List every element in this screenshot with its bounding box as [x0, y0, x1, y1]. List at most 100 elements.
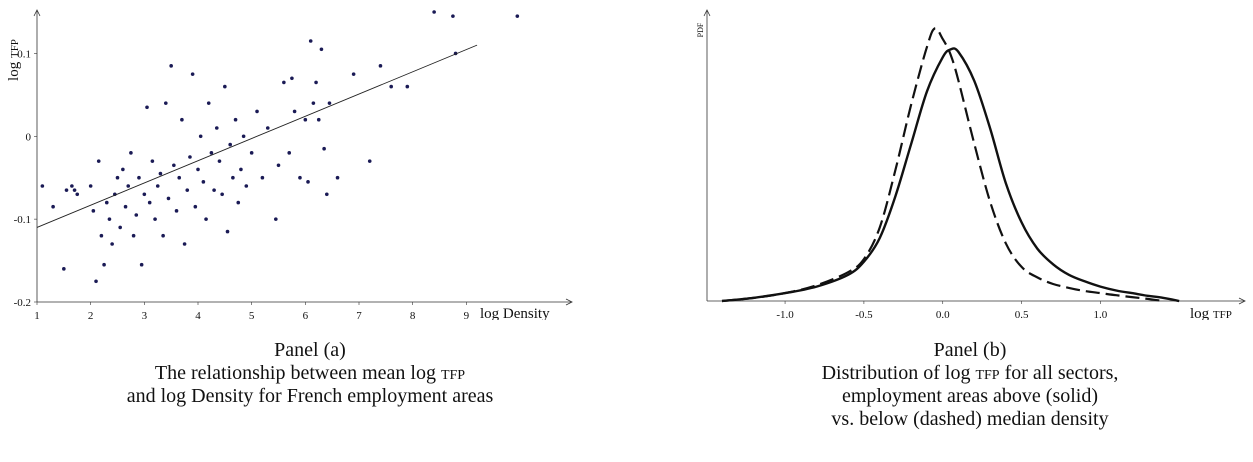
scatter-point — [515, 14, 520, 18]
scatter-point — [123, 204, 128, 209]
scatter-point — [217, 159, 222, 163]
scatter-point — [94, 279, 98, 284]
scatter-point — [107, 217, 112, 221]
scatter-point — [150, 159, 155, 163]
scatter-point — [322, 146, 326, 151]
scatter-point — [129, 151, 133, 155]
scatter-point — [327, 101, 332, 105]
scatter-point — [193, 204, 198, 209]
scatter-point — [367, 159, 372, 163]
scatter-point — [432, 10, 436, 14]
scatter-point — [166, 196, 171, 201]
panel-b-x-tick-label: 0.5 — [1015, 309, 1029, 320]
scatter-point — [121, 167, 125, 172]
scatter-point — [102, 262, 106, 267]
panel-a-y-tick-label: 0 — [26, 131, 32, 143]
scatter-point — [147, 200, 152, 205]
figure-canvas: 1 2 3 4 5 6 7 8 9 -0.2 -0.1 0 0.1 log tfp log Densit… — [6, 9, 1246, 320]
panel-a-x-tick-label: 8 — [410, 310, 416, 320]
scatter-point — [276, 163, 281, 168]
panel-b-caption-line1: Distribution of log tfp for all sectors, — [821, 362, 1119, 384]
panel-a-points — [40, 10, 520, 284]
scatter-point — [214, 126, 219, 130]
panel-b-axes: -1.0 -0.5 0.0 0.5 1.0 — [703, 9, 1246, 320]
density-curve-solid — [721, 47, 1180, 303]
panel-a-x-tick-label: 5 — [249, 310, 255, 320]
scatter-point — [239, 167, 243, 172]
scatter-point — [308, 39, 313, 43]
scatter-point — [126, 184, 131, 188]
scatter-point — [174, 209, 179, 213]
panel-b-x-tick-label: -0.5 — [855, 309, 873, 320]
scatter-point — [378, 64, 383, 68]
scatter-point — [196, 167, 200, 172]
panel-a-caption-line1: The relationship between mean log tfp — [154, 362, 466, 384]
panel-a-x-axis-label: log Density — [480, 306, 550, 320]
scatter-point — [161, 233, 165, 238]
scatter-point — [110, 242, 114, 246]
scatter-point — [153, 217, 157, 221]
scatter-point — [451, 14, 455, 18]
scatter-point — [209, 151, 214, 155]
scatter-point — [115, 175, 120, 180]
scatter-point — [169, 64, 173, 68]
panel-a-y-arrow — [33, 9, 41, 17]
scatter-point — [88, 184, 93, 188]
panel-a-y-tick-label: 0.1 — [17, 48, 31, 60]
panel-b-caption-line3: vs. below (dashed) median density — [831, 408, 1109, 430]
regression-line — [36, 44, 478, 228]
scatter-point — [182, 242, 187, 246]
scatter-point — [99, 233, 104, 238]
scatter-point — [311, 101, 316, 105]
scatter-point — [306, 180, 310, 184]
scatter-point — [72, 188, 77, 192]
scatter-point — [225, 229, 230, 234]
panel-b-label: Panel (b) — [933, 339, 1007, 361]
scatter-point — [70, 184, 74, 188]
panel-a-y-axis-label: log tfp — [6, 39, 22, 81]
scatter-point — [40, 184, 45, 188]
panel-a-x-tick-label: 4 — [195, 310, 201, 320]
panel-b-y-arrow — [703, 9, 711, 17]
panel-a-label: Panel (a) — [274, 339, 346, 361]
panel-a-caption-line2: and log Density for French employment ar… — [126, 385, 494, 407]
scatter-point — [223, 84, 227, 89]
scatter-point — [292, 109, 297, 114]
scatter-point — [201, 180, 206, 184]
scatter-point — [118, 225, 122, 230]
panel-a-caption: Panel (a) The relationship between mean … — [100, 339, 520, 408]
scatter-point — [314, 80, 318, 85]
scatter-point — [298, 175, 302, 180]
scatter-point — [190, 72, 195, 76]
panel-b-caption-line2: employment areas above (solid) — [841, 385, 1099, 407]
panel-a-scatter-plot: 1 2 3 4 5 6 7 8 9 -0.2 -0.1 0 0.1 log tfp log Densit… — [6, 9, 573, 320]
scatter-point — [405, 84, 410, 89]
scatter-point — [164, 101, 168, 105]
scatter-point — [265, 126, 270, 130]
scatter-point — [177, 175, 182, 180]
scatter-point — [290, 76, 294, 81]
scatter-point — [325, 192, 329, 197]
panel-a-x-tick-label: 1 — [34, 310, 40, 320]
scatter-point — [62, 267, 66, 271]
scatter-point — [303, 117, 308, 122]
scatter-point — [244, 184, 249, 188]
scatter-point — [220, 192, 224, 197]
scatter-point — [134, 213, 139, 217]
scatter-point — [287, 151, 292, 155]
scatter-point — [282, 80, 286, 85]
panel-a-x-tick-label: 7 — [356, 310, 362, 320]
panel-b-density-curves — [721, 27, 1180, 303]
scatter-point — [335, 175, 340, 180]
scatter-point — [104, 200, 109, 205]
scatter-point — [131, 233, 136, 238]
scatter-point — [241, 134, 246, 139]
panel-a-axes: 1 2 3 4 5 6 7 8 9 -0.2 -0.1 0 0.1 — [14, 9, 573, 320]
panel-a-fit-line — [36, 44, 478, 228]
panel-a-x-tick-label: 9 — [464, 310, 470, 320]
panel-b-caption: Panel (b) Distribution of log tfp for al… — [760, 339, 1180, 431]
panel-b-x-arrow — [1238, 297, 1246, 305]
scatter-point — [198, 134, 203, 139]
scatter-point — [255, 109, 259, 114]
scatter-point — [64, 188, 69, 192]
